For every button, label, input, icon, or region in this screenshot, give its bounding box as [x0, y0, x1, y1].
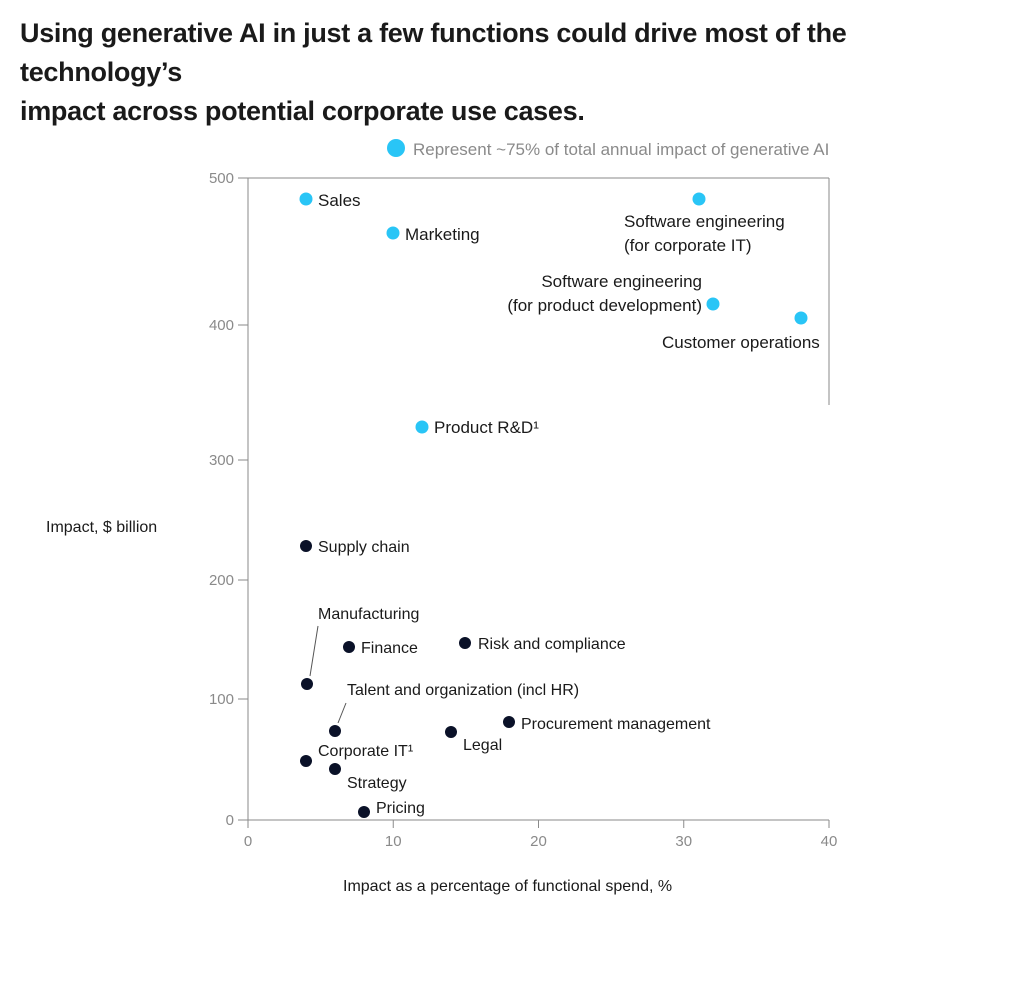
leader-line-talent-and-organization-incl-hr: [337, 702, 347, 724]
data-label-manufacturing: Manufacturing: [318, 606, 419, 623]
data-label-supply-chain: Supply chain: [318, 539, 410, 556]
x-axis-title: Impact as a percentage of functional spe…: [343, 878, 672, 895]
y-axis-title: Impact, $ billion: [46, 519, 157, 536]
x-tick-label: 10: [385, 833, 402, 850]
y-tick-label: 500: [209, 170, 234, 187]
data-label-marketing: Marketing: [405, 225, 480, 244]
y-tick-label: 0: [226, 812, 234, 829]
data-label-software-engineering-for-corporate-it: Software engineering: [624, 212, 785, 231]
data-label-procurement-management: Procurement management: [521, 716, 711, 733]
legend-marker-highlight: [387, 139, 405, 157]
legend-label: Represent ~75% of total annual impact of…: [413, 140, 829, 159]
chart-title-line-2: impact across potential corporate use ca…: [20, 96, 585, 126]
data-point-software-engineering-for-product-development: [706, 297, 720, 311]
data-point-supply-chain: [300, 540, 312, 552]
data-point-customer-operations: [794, 311, 808, 325]
data-label-customer-operations: Customer operations: [662, 333, 820, 352]
data-label-risk-and-compliance: Risk and compliance: [478, 636, 626, 653]
data-point-pricing: [358, 806, 370, 818]
y-tick-label: 300: [209, 452, 234, 469]
data-point-strategy: [329, 763, 341, 775]
y-tick-label: 400: [209, 317, 234, 334]
chart-title-line-1: Using generative AI in just a few functi…: [20, 18, 847, 87]
data-label-software-engineering-for-product-development-line2: (for product development): [507, 296, 702, 315]
data-point-finance: [343, 641, 355, 653]
data-point-legal: [445, 726, 457, 738]
data-point-procurement-management: [503, 716, 515, 728]
data-label-sales: Sales: [318, 191, 361, 210]
data-point-sales: [299, 192, 313, 206]
data-label-pricing: Pricing: [376, 800, 425, 817]
data-point-risk-and-compliance: [459, 637, 471, 649]
data-point-manufacturing: [301, 678, 313, 690]
data-label-software-engineering-for-product-development: Software engineering: [541, 272, 702, 291]
y-tick-label: 200: [209, 572, 234, 589]
data-label-finance: Finance: [361, 640, 418, 657]
data-label-software-engineering-for-corporate-it-line2: (for corporate IT): [624, 236, 752, 255]
x-tick-label: 20: [530, 833, 547, 850]
data-point-talent-and-organization-incl-hr: [329, 725, 341, 737]
y-tick-label: 100: [209, 691, 234, 708]
data-point-software-engineering-for-corporate-it: [692, 192, 706, 206]
data-point-marketing: [386, 226, 400, 240]
leader-line-manufacturing: [309, 625, 319, 677]
data-label-legal: Legal: [463, 737, 502, 754]
data-label-strategy: Strategy: [347, 775, 407, 792]
data-label-talent-and-organization-incl-hr: Talent and organization (incl HR): [347, 682, 579, 699]
data-point-corporate-it: [300, 755, 312, 767]
data-label-product-r-d: Product R&D¹: [434, 418, 539, 437]
chart-title: Using generative AI in just a few functi…: [20, 14, 1010, 131]
data-label-corporate-it: Corporate IT¹: [318, 743, 413, 760]
x-tick-label: 0: [244, 833, 252, 850]
data-point-product-r-d: [415, 420, 429, 434]
x-tick-label: 40: [821, 833, 838, 850]
x-tick-label: 30: [675, 833, 692, 850]
